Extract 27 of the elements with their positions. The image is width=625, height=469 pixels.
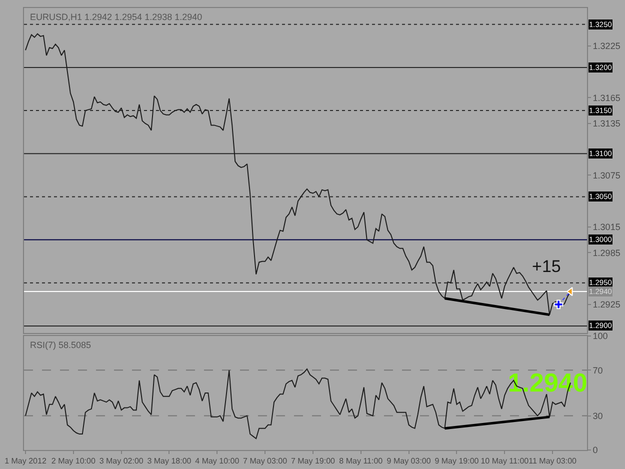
- x-tick-label: 1 May 2012: [4, 456, 47, 466]
- y-tick-label: 30: [592, 410, 603, 421]
- text: RSI(7) 58.5085: [30, 340, 92, 350]
- x-tick-label: 7 May 19:00: [290, 456, 336, 466]
- y-tick-label: 1.3075: [592, 170, 620, 180]
- y-tick-label: 1.2925: [592, 300, 620, 310]
- x-tick-label: 8 May 11:00: [339, 456, 384, 466]
- y-tick-label: 100: [592, 331, 608, 342]
- x-tick-label: 10 May 11:00: [480, 456, 530, 466]
- y-tick-label: 1.3135: [592, 118, 620, 129]
- y-tick-label: 1.3225: [592, 41, 620, 52]
- x-tick-label: 9 May 03:00: [386, 456, 432, 466]
- x-tick-label: 3 May 18:00: [147, 456, 192, 466]
- y-tick-label: 70: [592, 365, 603, 376]
- y-tick-label: 1.3015: [592, 222, 620, 232]
- y-tick-label: 1.2985: [592, 248, 620, 258]
- y-tick-label: 1.3165: [592, 92, 620, 103]
- annotation: 1.2940: [508, 368, 588, 398]
- x-tick-label: 2 May 10:00: [51, 456, 96, 466]
- x-tick-label: 11 May 03:00: [528, 456, 578, 466]
- y-tick-label: 0: [592, 445, 598, 456]
- x-tick-label: 4 May 10:00: [195, 456, 240, 466]
- x-tick-label: 7 May 03:00: [243, 456, 288, 466]
- x-tick-label: 9 May 19:00: [434, 456, 480, 466]
- x-tick-label: 3 May 02:00: [99, 456, 144, 466]
- chart-title: EURUSD,H1 1.2942 1.2954 1.2938 1.2940: [30, 12, 202, 22]
- annotation: +15: [532, 257, 561, 276]
